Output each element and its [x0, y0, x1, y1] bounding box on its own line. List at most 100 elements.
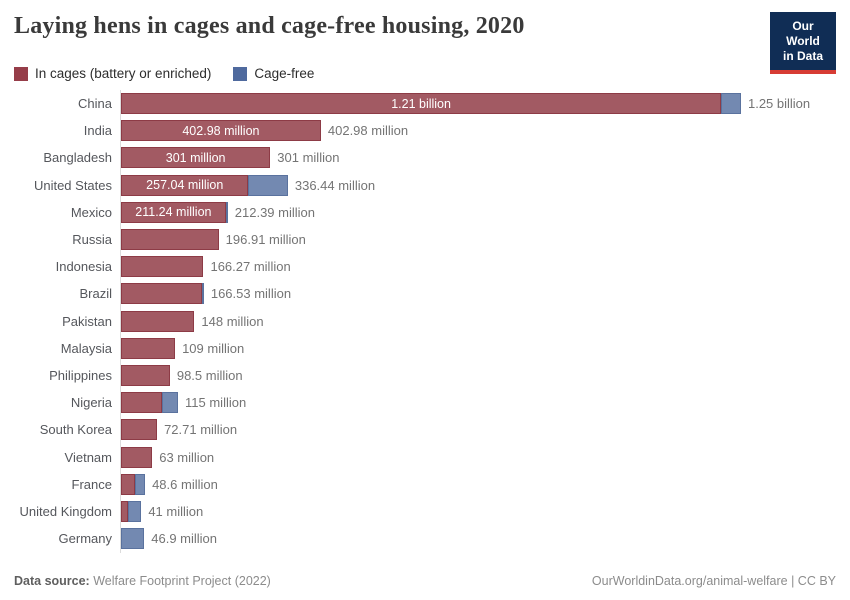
bar-segment-cages[interactable]	[121, 500, 128, 522]
bar-segment-cages[interactable]: 402.98 million	[121, 120, 321, 142]
bar-total-value: 63 million	[159, 449, 215, 465]
bar-group: 1.21 billion 1.25 billion	[121, 93, 850, 115]
bar-total-value: 98.5 million	[176, 367, 243, 383]
legend: In cages (battery or enriched) Cage-free	[14, 66, 314, 81]
chart-row: United Kingdom 41 million	[0, 498, 850, 525]
country-label[interactable]: Brazil	[79, 286, 112, 302]
bar-total-value: 166.27 million	[210, 259, 291, 275]
bar-total-value: 41 million	[148, 503, 204, 519]
bar-total-value: 48.6 million	[152, 476, 218, 492]
bar-segment-cages[interactable]	[121, 364, 170, 386]
legend-label-cages: In cages (battery or enriched)	[35, 66, 212, 81]
chart-row: Malaysia 109 million	[0, 335, 850, 362]
chart-row: Vietnam 63 million	[0, 443, 850, 470]
bar-group: 211.24 million 212.39 million	[121, 201, 850, 223]
country-label[interactable]: China	[78, 96, 112, 112]
chart-row: Indonesia 166.27 million	[0, 253, 850, 280]
bar-group: 301 million 301 million	[121, 147, 850, 169]
bar-group: 72.71 million	[121, 419, 850, 441]
country-label[interactable]: Russia	[72, 232, 112, 248]
country-label[interactable]: Pakistan	[62, 313, 112, 329]
country-label[interactable]: South Korea	[39, 422, 112, 438]
bar-group: 48.6 million	[121, 473, 850, 495]
bar-group: 148 million	[121, 310, 850, 332]
bar-segment-cages[interactable]: 301 million	[121, 147, 271, 169]
bar-segment-cages[interactable]	[121, 310, 195, 332]
page-title: Laying hens in cages and cage-free housi…	[14, 13, 525, 39]
bar-group: 402.98 million 402.98 million	[121, 120, 850, 142]
cages-swatch-icon	[14, 66, 28, 81]
country-label[interactable]: Bangladesh	[43, 150, 112, 166]
bar-total-value: 46.9 million	[151, 531, 218, 547]
chart-row: India 402.98 million 402.98 million	[0, 117, 850, 144]
credit-link[interactable]: OurWorldinData.org/animal-welfare | CC B…	[591, 574, 836, 588]
chart-row: Germany 46.9 million	[0, 525, 850, 552]
country-label[interactable]: Nigeria	[70, 395, 112, 411]
country-label[interactable]: Philippines	[49, 367, 112, 383]
bar-segment-cages[interactable]: 257.04 million	[121, 174, 249, 196]
bar-group: 115 million	[121, 392, 850, 414]
country-label[interactable]: India	[83, 123, 112, 139]
bar-inside-value: 211.24 million	[135, 205, 212, 220]
chart-row: Philippines 98.5 million	[0, 362, 850, 389]
bar-total-value: 301 million	[277, 150, 340, 166]
chart-row: Pakistan 148 million	[0, 308, 850, 335]
bar-inside-value: 1.21 billion	[391, 96, 451, 111]
bar-group: 257.04 million 336.44 million	[121, 174, 850, 196]
bar-segment-cage-free[interactable]	[127, 500, 142, 522]
bar-total-value: 1.25 billion	[747, 96, 811, 112]
cage-free-swatch-icon	[233, 66, 248, 81]
country-label[interactable]: France	[71, 476, 112, 492]
country-label[interactable]: United States	[33, 177, 112, 193]
rows-container: China 1.21 billion 1.25 billion India 40…	[0, 90, 850, 552]
bar-segment-cages[interactable]	[121, 473, 136, 495]
bar-segment-cages[interactable]	[121, 419, 158, 441]
bar-total-value: 402.98 million	[327, 123, 409, 139]
bar-inside-value: 301 million	[165, 150, 226, 165]
bar-total-value: 196.91 million	[225, 232, 306, 248]
bar-total-value: 109 million	[182, 340, 245, 356]
bar-segment-cage-free[interactable]	[201, 283, 204, 305]
chart-row: Brazil 166.53 million	[0, 280, 850, 307]
bar-segment-cages[interactable]: 211.24 million	[121, 201, 226, 223]
bar-total-value: 148 million	[201, 313, 264, 329]
data-source-label: Data source:	[14, 574, 90, 588]
legend-item-cage-free[interactable]: Cage-free	[233, 66, 314, 81]
bar-segment-cage-free[interactable]	[121, 528, 145, 550]
owid-logo[interactable]: Our World in Data	[770, 12, 836, 74]
y-axis-line	[120, 90, 121, 553]
bar-total-value: 72.71 million	[164, 422, 238, 438]
bar-chart: China 1.21 billion 1.25 billion India 40…	[0, 90, 850, 553]
bar-segment-cage-free[interactable]	[225, 201, 228, 223]
bar-segment-cages[interactable]	[121, 256, 204, 278]
chart-row: South Korea 72.71 million	[0, 416, 850, 443]
bar-segment-cage-free[interactable]	[162, 392, 179, 414]
country-label[interactable]: Indonesia	[55, 259, 112, 275]
bar-total-value: 336.44 million	[294, 177, 376, 193]
country-label[interactable]: Mexico	[70, 204, 112, 220]
chart-row: Russia 196.91 million	[0, 226, 850, 253]
country-label[interactable]: Germany	[58, 531, 112, 547]
bar-segment-cage-free[interactable]	[248, 174, 288, 196]
bar-inside-value: 257.04 million	[146, 178, 224, 193]
legend-label-cage-free: Cage-free	[254, 66, 315, 81]
country-label[interactable]: Vietnam	[64, 449, 112, 465]
country-label[interactable]: Malaysia	[60, 340, 112, 356]
bar-segment-cages[interactable]	[121, 392, 163, 414]
chart-row: Mexico 211.24 million 212.39 million	[0, 199, 850, 226]
owid-logo-line1: Our World	[786, 19, 820, 48]
legend-item-cages[interactable]: In cages (battery or enriched)	[14, 66, 211, 81]
chart-row: Bangladesh 301 million 301 million	[0, 144, 850, 171]
bar-segment-cages[interactable]	[121, 229, 219, 251]
bar-segment-cages[interactable]	[121, 446, 153, 468]
bar-group: 166.27 million	[121, 256, 850, 278]
bar-group: 109 million	[121, 337, 850, 359]
bar-segment-cages[interactable]: 1.21 billion	[121, 93, 722, 115]
data-source: Data source: Welfare Footprint Project (…	[14, 574, 271, 588]
bar-segment-cages[interactable]	[121, 337, 176, 359]
bar-group: 46.9 million	[121, 528, 850, 550]
country-label[interactable]: United Kingdom	[19, 503, 113, 519]
bar-segment-cages[interactable]	[121, 283, 202, 305]
bar-segment-cage-free[interactable]	[721, 93, 741, 115]
bar-segment-cage-free[interactable]	[135, 473, 146, 495]
